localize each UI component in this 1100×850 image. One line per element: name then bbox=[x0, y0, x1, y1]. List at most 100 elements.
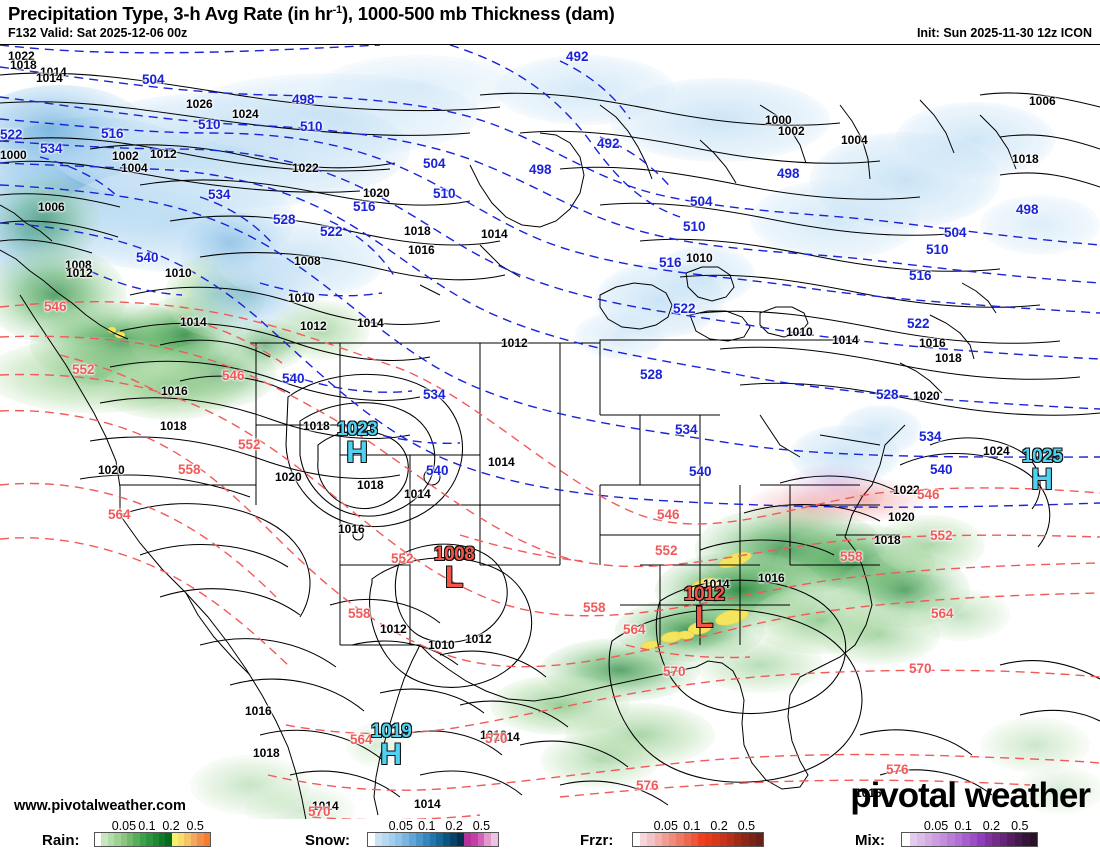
legend-swatch bbox=[683, 833, 691, 846]
legend-swatch bbox=[1007, 833, 1015, 846]
legend-swatch bbox=[962, 833, 970, 846]
legend-tick: 0.1 bbox=[138, 819, 156, 833]
legend-swatch bbox=[470, 833, 478, 846]
legend-swatch bbox=[368, 833, 375, 846]
legend-swatch bbox=[491, 833, 499, 846]
legend-swatch bbox=[1022, 833, 1030, 846]
legend-swatch bbox=[114, 833, 121, 846]
legend-swatch bbox=[984, 833, 992, 846]
legend-swatch bbox=[947, 833, 955, 846]
legend-swatch bbox=[969, 833, 977, 846]
legend-label-mix: Mix: bbox=[855, 832, 885, 849]
legend-swatch bbox=[402, 833, 410, 846]
legend-swatch bbox=[932, 833, 940, 846]
legend-label-rain: Rain: bbox=[42, 832, 80, 849]
title-exponent: -1 bbox=[332, 3, 343, 16]
legend-swatch bbox=[741, 833, 749, 846]
legend-label-snow: Snow: bbox=[305, 832, 350, 849]
thickness-contours-warm bbox=[0, 301, 1100, 820]
legend-swatch bbox=[126, 833, 134, 846]
page-title: Precipitation Type, 3-h Avg Rate (in hr-… bbox=[8, 3, 615, 25]
legend-swatch bbox=[171, 833, 179, 846]
header: Precipitation Type, 3-h Avg Rate (in hr-… bbox=[0, 0, 1100, 44]
legend-swatch bbox=[133, 833, 140, 846]
legend-swatch bbox=[422, 833, 430, 846]
map-graphics bbox=[0, 45, 1100, 820]
legend-swatch bbox=[719, 833, 727, 846]
title-tail: ), 1000-500 mb Thickness (dam) bbox=[341, 3, 615, 24]
legend-tick: 0.5 bbox=[186, 819, 204, 833]
legend-swatch bbox=[436, 833, 444, 846]
legend-ticks-frzr: 0.05 0.1 0.2 0.5 bbox=[632, 819, 762, 834]
legend-tick: 0.05 bbox=[923, 819, 949, 833]
legend-label-frzr: Frzr: bbox=[580, 832, 614, 849]
legend-tick: 0.1 bbox=[683, 819, 701, 833]
legend-swatch bbox=[654, 833, 662, 846]
geography-outlines bbox=[0, 99, 1017, 820]
legend-swatch bbox=[107, 833, 115, 846]
legend-swatch bbox=[999, 833, 1007, 846]
legend-swatch bbox=[705, 833, 713, 846]
thickness-contours-cold bbox=[0, 45, 1100, 508]
legend-swatch bbox=[95, 833, 102, 846]
legend-swatch bbox=[409, 833, 416, 846]
legend-tick: 0.05 bbox=[111, 819, 137, 833]
legend-colorbar-snow[interactable] bbox=[367, 832, 499, 847]
legend-swatch bbox=[712, 833, 720, 846]
legend-swatch bbox=[450, 833, 457, 846]
legend-swatch bbox=[429, 833, 437, 846]
legend-swatch bbox=[902, 833, 910, 846]
legend-swatch bbox=[463, 833, 471, 846]
init-time-label: Init: Sun 2025-11-30 12z ICON bbox=[916, 26, 1092, 40]
legend-swatch bbox=[954, 833, 962, 846]
legend-swatch bbox=[734, 833, 742, 846]
legend-colorbar-rain[interactable] bbox=[94, 832, 211, 847]
legend-tick: 0.1 bbox=[418, 819, 436, 833]
legend-swatch bbox=[146, 833, 153, 846]
legend-swatch bbox=[184, 833, 191, 846]
legend-swatch bbox=[690, 833, 698, 846]
map-canvas[interactable]: 1022 1018 1014 1014 1026 1024 1022 1020 1018 1016… bbox=[0, 44, 1100, 820]
watermark: pivotal weather bbox=[850, 776, 1091, 815]
legend-swatch bbox=[152, 833, 159, 846]
legend-swatch bbox=[190, 833, 198, 846]
legend-swatch bbox=[633, 833, 641, 846]
legend-colorbar-frzr[interactable] bbox=[632, 832, 764, 847]
legend-group-frzr: Frzr: 0.05 0.1 0.2 0.5 bbox=[550, 819, 825, 850]
legend-tick: 0.2 bbox=[710, 819, 728, 833]
legend-ticks-mix: 0.05 0.1 0.2 0.5 bbox=[901, 819, 1036, 834]
legend-swatch bbox=[456, 833, 464, 846]
legend-colorbar-mix[interactable] bbox=[901, 832, 1038, 847]
legend-swatch bbox=[676, 833, 684, 846]
legend-swatch bbox=[120, 833, 127, 846]
legend-swatch bbox=[165, 833, 172, 846]
legend-ticks-rain: 0.05 0.1 0.2 0.5 bbox=[94, 819, 209, 834]
legend-tick: 0.2 bbox=[445, 819, 463, 833]
legend-swatch bbox=[755, 833, 763, 846]
legend-swatch bbox=[381, 833, 389, 846]
legend-tick: 0.2 bbox=[982, 819, 1001, 833]
legend-swatch bbox=[917, 833, 925, 846]
legend-swatch bbox=[374, 833, 382, 846]
legend-swatch bbox=[661, 833, 670, 846]
legend-swatch bbox=[1014, 833, 1022, 846]
legend-swatch bbox=[697, 833, 706, 846]
legend-tick: 0.1 bbox=[954, 819, 972, 833]
legend-group-snow: Snow: 0.05 0.1 0.2 0.5 bbox=[275, 819, 550, 850]
legend-swatch bbox=[924, 833, 932, 846]
legend-tick: 0.5 bbox=[737, 819, 756, 833]
legend-swatch bbox=[647, 833, 655, 846]
legend-swatch bbox=[415, 833, 423, 846]
legend-group-rain: Rain: 0.05 0.1 0.2 0.5 bbox=[0, 819, 275, 850]
legend-swatch bbox=[395, 833, 403, 846]
site-url[interactable]: www.pivotalweather.com bbox=[14, 798, 186, 814]
legend-swatch bbox=[178, 833, 185, 846]
legend-swatch bbox=[388, 833, 396, 846]
title-main: Precipitation Type, 3-h Avg Rate (in hr bbox=[8, 3, 333, 24]
legend-swatch bbox=[484, 833, 492, 846]
precip-legend: Rain: 0.05 0.1 0.2 0.5 Snow: 0.05 0.1 0.2 0.5 Frzr… bbox=[0, 819, 1100, 850]
valid-time-label: F132 Valid: Sat 2025-12-06 00z bbox=[8, 26, 188, 40]
legend-tick: 0.05 bbox=[653, 819, 678, 833]
legend-tick: 0.05 bbox=[388, 819, 413, 833]
legend-swatch bbox=[158, 833, 166, 846]
